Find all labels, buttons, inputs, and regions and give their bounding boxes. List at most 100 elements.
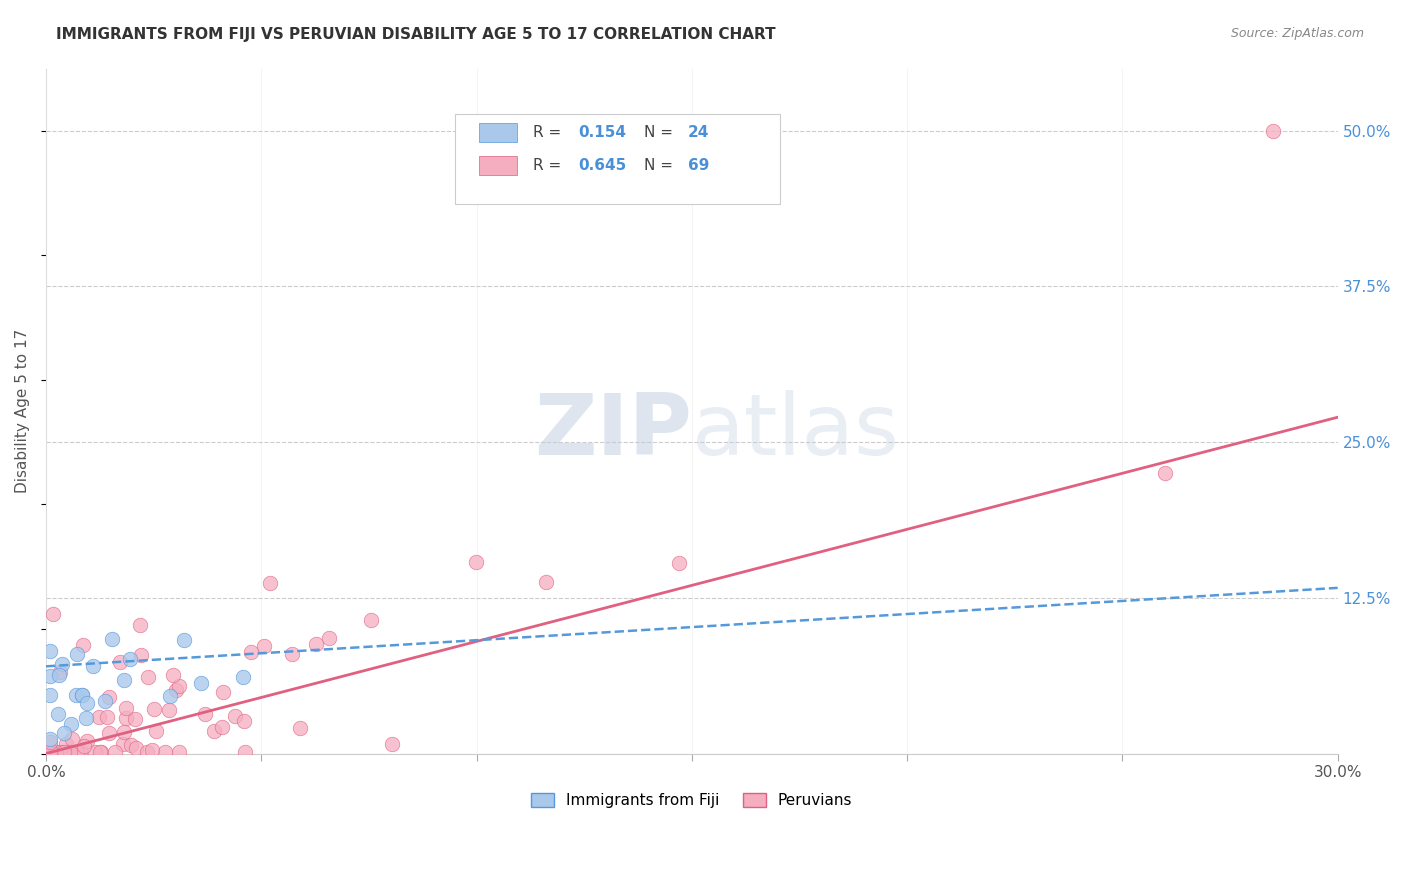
Point — [75, 711, 97, 725]
Point — [89, 745, 111, 759]
Point — [76, 734, 98, 748]
Point — [52, 745, 75, 759]
Point — [48, 667, 70, 681]
Text: R =: R = — [533, 125, 567, 140]
Point — [360, 613, 382, 627]
Point — [259, 576, 281, 591]
Point — [1154, 466, 1177, 480]
Point — [96, 710, 118, 724]
Point — [45, 745, 67, 759]
Point — [48, 707, 70, 722]
Point — [239, 645, 262, 659]
Point — [281, 647, 304, 661]
Point — [101, 632, 124, 646]
Point — [668, 556, 690, 570]
Point — [59, 716, 82, 731]
Point — [194, 706, 217, 721]
Text: N =: N = — [644, 125, 678, 140]
Point — [142, 702, 165, 716]
Text: N =: N = — [644, 158, 678, 173]
Point — [120, 652, 142, 666]
Point — [69, 744, 91, 758]
Point — [73, 739, 96, 753]
Point — [82, 659, 104, 673]
FancyBboxPatch shape — [456, 114, 780, 204]
Point — [84, 745, 107, 759]
Point — [157, 703, 180, 717]
Point — [464, 556, 486, 570]
Point — [305, 636, 328, 650]
Point — [173, 633, 195, 648]
Point — [145, 724, 167, 739]
Point — [233, 745, 256, 759]
Point — [162, 668, 184, 682]
Point — [70, 689, 93, 703]
Point — [153, 745, 176, 759]
Point — [131, 648, 153, 662]
Text: 0.154: 0.154 — [578, 125, 626, 140]
Point — [128, 618, 150, 632]
Text: Source: ZipAtlas.com: Source: ZipAtlas.com — [1230, 27, 1364, 40]
Point — [70, 688, 93, 702]
Text: IMMIGRANTS FROM FIJI VS PERUVIAN DISABILITY AGE 5 TO 17 CORRELATION CHART: IMMIGRANTS FROM FIJI VS PERUVIAN DISABIL… — [56, 27, 776, 42]
Point — [381, 737, 404, 751]
Point — [39, 669, 62, 683]
Point — [253, 639, 276, 653]
Point — [112, 725, 135, 739]
Point — [49, 745, 72, 759]
Point — [110, 655, 132, 669]
Point — [72, 638, 94, 652]
Point — [1261, 124, 1284, 138]
Y-axis label: Disability Age 5 to 17: Disability Age 5 to 17 — [15, 329, 30, 493]
FancyBboxPatch shape — [478, 122, 517, 142]
Point — [66, 745, 89, 759]
Point — [232, 670, 254, 684]
Point — [288, 722, 311, 736]
Point — [90, 745, 112, 759]
Point — [55, 745, 77, 759]
Point — [87, 710, 110, 724]
FancyBboxPatch shape — [478, 155, 517, 175]
Point — [104, 745, 127, 759]
Point — [136, 745, 159, 759]
Point — [42, 607, 65, 621]
Point — [112, 737, 135, 751]
Point — [66, 647, 89, 661]
Point — [97, 690, 120, 704]
Point — [136, 669, 159, 683]
Point — [165, 682, 187, 697]
Point — [224, 709, 246, 723]
Point — [39, 735, 62, 749]
Point — [318, 631, 340, 645]
Point — [534, 575, 557, 590]
Point — [60, 732, 83, 747]
Point — [59, 745, 82, 759]
Point — [167, 745, 190, 759]
Point — [51, 657, 73, 671]
Point — [45, 745, 67, 759]
Text: atlas: atlas — [692, 390, 900, 473]
Text: 0.645: 0.645 — [578, 158, 627, 173]
Point — [115, 701, 138, 715]
Point — [125, 741, 148, 756]
Point — [55, 737, 77, 751]
Point — [39, 745, 62, 759]
Text: 69: 69 — [688, 158, 709, 173]
Point — [212, 685, 235, 699]
Point — [167, 680, 190, 694]
Point — [65, 688, 87, 702]
Point — [44, 745, 66, 759]
Point — [97, 725, 120, 739]
Point — [76, 696, 98, 710]
Point — [141, 743, 163, 757]
Point — [190, 676, 212, 690]
Point — [112, 673, 135, 687]
Point — [211, 719, 233, 733]
Text: R =: R = — [533, 158, 567, 173]
Text: ZIP: ZIP — [534, 390, 692, 473]
Point — [124, 713, 146, 727]
Point — [233, 714, 256, 728]
Point — [49, 665, 72, 679]
Point — [39, 732, 62, 747]
Point — [39, 644, 62, 658]
